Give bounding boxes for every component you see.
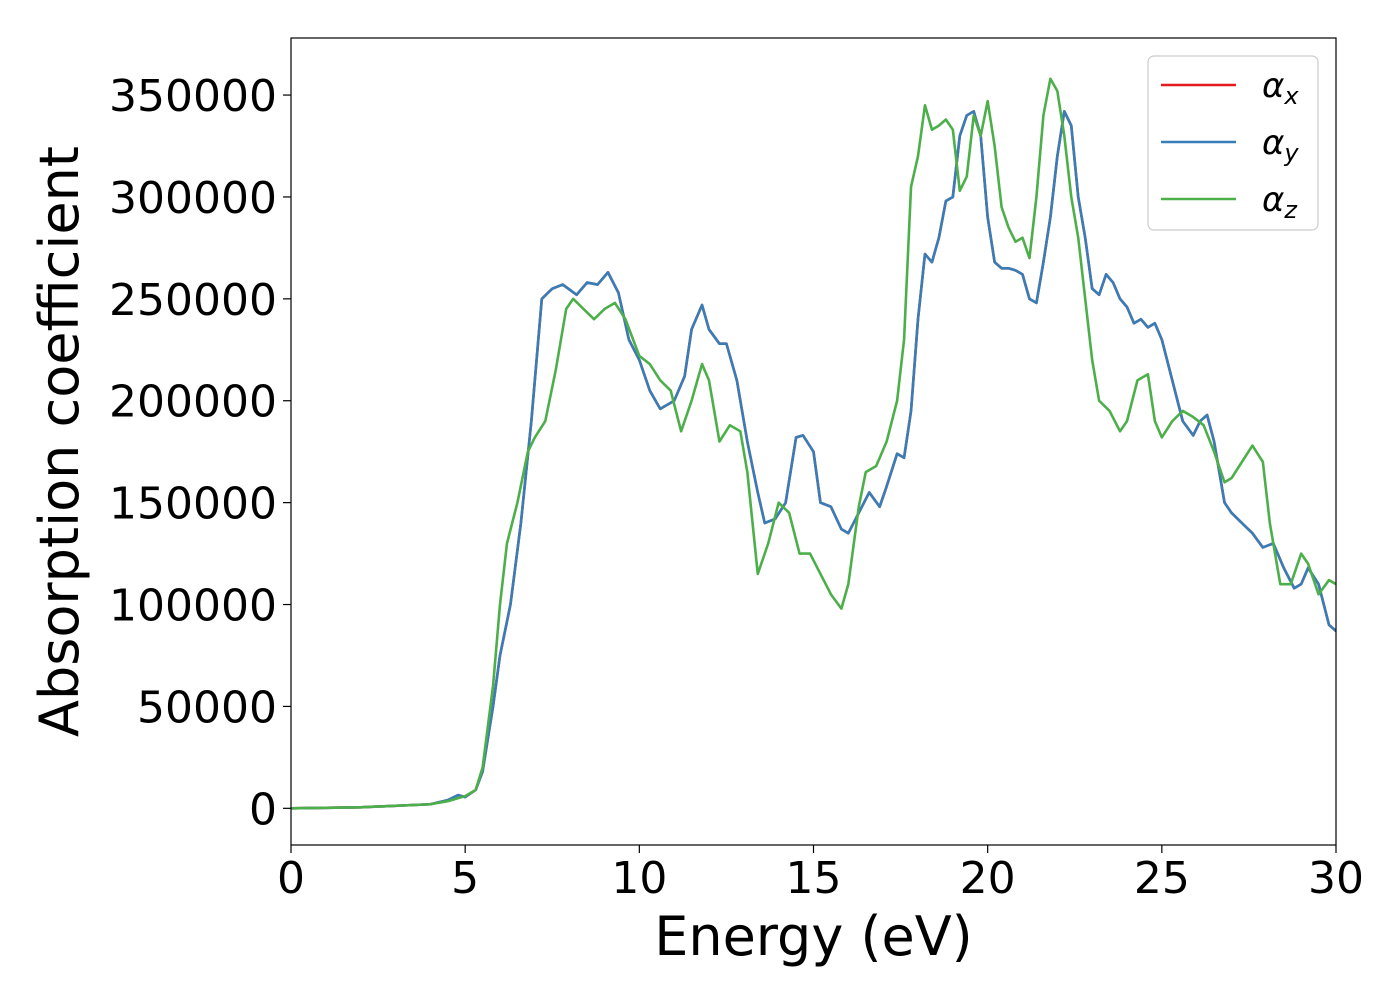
series-line-y xyxy=(291,110,1336,810)
y-tick-label: 350000 xyxy=(109,71,277,122)
legend-label-y: αy xyxy=(1262,123,1299,167)
y-tick-label: 300000 xyxy=(109,173,277,224)
x-tick-label: 25 xyxy=(1134,853,1190,904)
legend-label-base: α xyxy=(1262,180,1284,220)
y-axis-title: Absorption coefficient xyxy=(28,146,91,737)
y-tick-label: 100000 xyxy=(109,581,277,632)
legend-label-x: αx xyxy=(1262,66,1299,110)
y-tick-label: 250000 xyxy=(109,275,277,326)
legend-label-subscript: y xyxy=(1283,139,1299,167)
legend-label-z: αz xyxy=(1262,180,1298,224)
x-tick-label: 30 xyxy=(1308,853,1364,904)
x-tick-label: 0 xyxy=(277,853,305,904)
x-tick-label: 20 xyxy=(960,853,1016,904)
x-tick-label: 15 xyxy=(786,853,842,904)
series-line-z xyxy=(291,77,1336,810)
x-axis-title: Energy (eV) xyxy=(654,905,973,968)
legend-label-base: α xyxy=(1262,123,1284,163)
y-tick-label: 50000 xyxy=(137,682,277,733)
x-axis: 0 5 10 15 20 25 30 xyxy=(277,845,1364,904)
y-tick-label: 0 xyxy=(249,784,277,835)
legend-label-subscript: z xyxy=(1283,196,1298,224)
y-axis: 0 50000 100000 150000 200000 250000 300000 3500… xyxy=(109,71,291,835)
x-tick-label: 5 xyxy=(451,853,479,904)
x-tick-label: 10 xyxy=(611,853,667,904)
legend-label-subscript: x xyxy=(1283,82,1299,110)
legend-label-base: α xyxy=(1262,66,1284,106)
plot-lines xyxy=(291,77,1336,810)
y-tick-label: 150000 xyxy=(109,479,277,530)
y-tick-label: 200000 xyxy=(109,377,277,428)
